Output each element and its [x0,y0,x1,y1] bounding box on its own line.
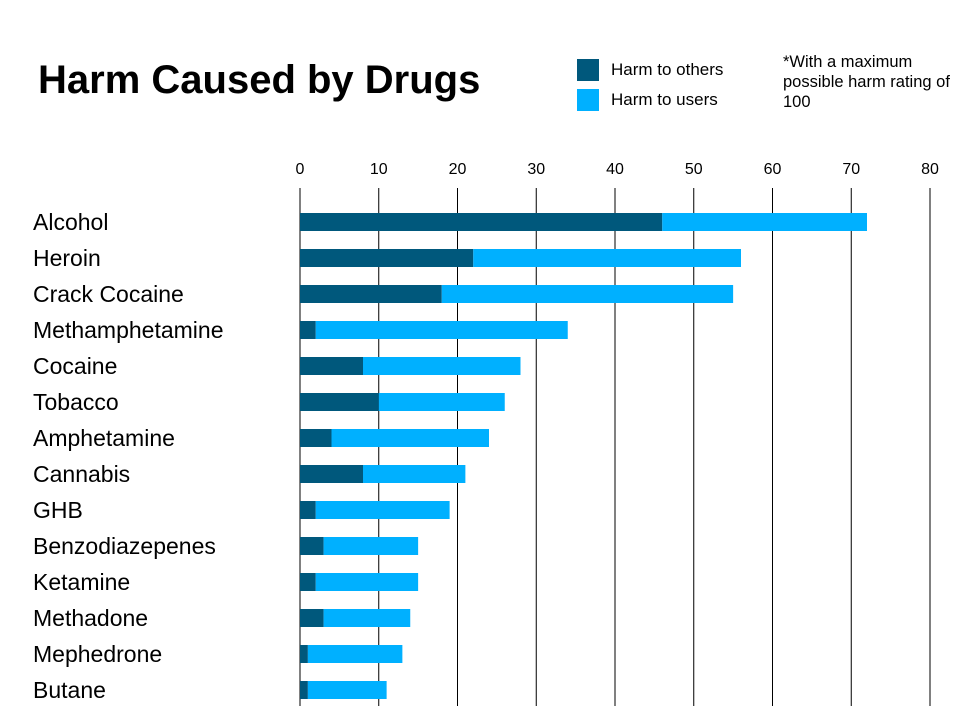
bar-mephedrone-harm-to-others [300,645,308,663]
bar-alcohol-harm-to-users [662,213,867,231]
x-tick-label-50: 50 [685,161,703,178]
category-label-methamphetamine: Methamphetamine [33,317,224,343]
category-labels: Alcohol Heroin Crack Cocaine Methamphetamin… [33,209,224,703]
bar-crack-cocaine-harm-to-users [441,285,734,303]
bar-mephedrone-harm-to-users [307,645,403,663]
bar-amphetamine-harm-to-users [331,429,489,447]
bar-benzodiazepenes-harm-to-users [323,537,419,555]
bar-methamphetamine-harm-to-others [300,321,316,339]
legend-swatch-harm-to-users [577,89,599,111]
category-label-cannabis: Cannabis [33,461,130,487]
bar-ghb-harm-to-others [300,501,316,519]
legend-label-harm-to-others: Harm to others [611,60,724,79]
chart-title: Harm Caused by Drugs [38,58,481,102]
category-label-heroin: Heroin [33,245,101,271]
bar-methadone-harm-to-others [300,609,324,627]
bar-cocaine-harm-to-users [363,357,521,375]
bars [300,213,867,699]
bar-heroin-harm-to-others [300,249,474,267]
bar-methamphetamine-harm-to-users [315,321,568,339]
x-tick-label-20: 20 [449,161,467,178]
legend-label-harm-to-users: Harm to users [611,90,718,109]
bar-ketamine-harm-to-others [300,573,316,591]
bar-cocaine-harm-to-others [300,357,363,375]
bar-butane-harm-to-users [307,681,387,699]
x-tick-label-40: 40 [606,161,624,178]
bar-ghb-harm-to-users [315,501,450,519]
category-label-crack-cocaine: Crack Cocaine [33,281,184,307]
x-tick-label-60: 60 [764,161,782,178]
bar-benzodiazepenes-harm-to-others [300,537,324,555]
category-label-benzodiazepenes: Benzodiazepenes [33,533,216,559]
legend-swatch-harm-to-others [577,59,599,81]
bar-cannabis-harm-to-others [300,465,363,483]
bar-ketamine-harm-to-users [315,573,419,591]
category-label-alcohol: Alcohol [33,209,108,235]
bar-crack-cocaine-harm-to-others [300,285,442,303]
category-label-cocaine: Cocaine [33,353,117,379]
bar-tobacco-harm-to-users [378,393,505,411]
bar-heroin-harm-to-users [473,249,741,267]
category-label-ghb: GHB [33,497,83,523]
x-tick-label-0: 0 [296,161,305,178]
category-label-mephedrone: Mephedrone [33,641,162,667]
bar-tobacco-harm-to-others [300,393,379,411]
x-tick-labels: 0 10 20 30 40 50 60 70 80 [296,161,939,178]
bar-butane-harm-to-others [300,681,308,699]
x-tick-label-80: 80 [921,161,939,178]
legend-item-harm-to-users: Harm to users [577,85,723,115]
bar-alcohol-harm-to-others [300,213,663,231]
category-label-tobacco: Tobacco [33,389,119,415]
category-label-methadone: Methadone [33,605,148,631]
bar-methadone-harm-to-users [323,609,411,627]
category-label-butane: Butane [33,677,106,703]
legend: Harm to others Harm to users [577,55,723,115]
bar-amphetamine-harm-to-others [300,429,332,447]
legend-item-harm-to-others: Harm to others [577,55,723,85]
category-label-ketamine: Ketamine [33,569,130,595]
x-tick-label-10: 10 [370,161,388,178]
category-label-amphetamine: Amphetamine [33,425,175,451]
rating-note: *With a maximum possible harm rating of … [783,53,950,111]
x-tick-label-30: 30 [527,161,545,178]
bar-cannabis-harm-to-users [363,465,466,483]
x-tick-label-70: 70 [842,161,860,178]
